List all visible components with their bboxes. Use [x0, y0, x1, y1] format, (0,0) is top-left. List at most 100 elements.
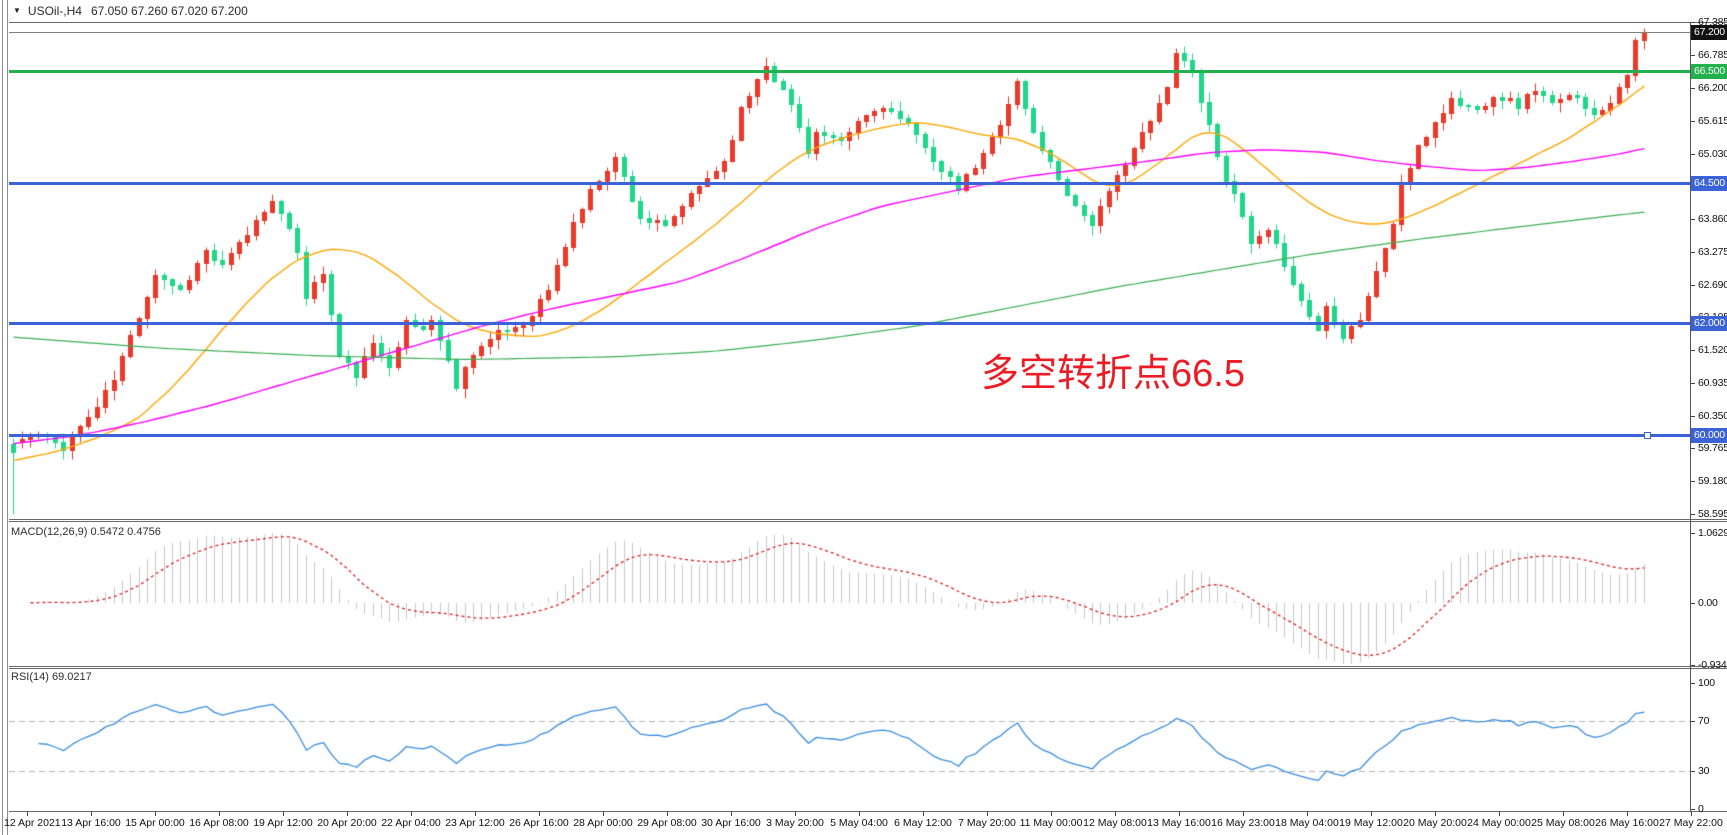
macd-1.0629-tick: [1691, 533, 1695, 534]
price-59.765-tick: [1691, 448, 1695, 449]
time-label: 6 May 12:00: [894, 817, 952, 829]
price-60.350-tick: [1691, 416, 1695, 417]
current-price-line: [9, 32, 1690, 33]
price-65.615-tick: [1691, 121, 1695, 122]
main-price-chart[interactable]: [9, 22, 1690, 519]
time-label: 3 May 20:00: [766, 817, 824, 829]
support-resistance-line-66.5[interactable]: [9, 70, 1690, 73]
price-66.785-tick: [1691, 55, 1695, 56]
window-left-border-inner: [7, 0, 8, 835]
time-label: 16 Apr 08:00: [189, 817, 249, 829]
time-label: 16 May 23:00: [1211, 817, 1275, 829]
price-58.595-tick: [1691, 514, 1695, 515]
time-label: 5 May 04:00: [830, 817, 888, 829]
time-label: 19 May 12:00: [1339, 817, 1403, 829]
panel-separator-1a[interactable]: [9, 519, 1727, 520]
time-tick: [1435, 811, 1436, 816]
price-63.860-tick: [1691, 219, 1695, 220]
price-60.935-label: 60.935: [1698, 377, 1727, 389]
time-label: 20 Apr 20:00: [317, 817, 377, 829]
time-label: 22 Apr 04:00: [381, 817, 441, 829]
time-label: 12 May 08:00: [1083, 817, 1147, 829]
price-63.275-tick: [1691, 252, 1695, 253]
price-60.935-tick: [1691, 383, 1695, 384]
time-tick: [1499, 811, 1500, 816]
time-tick: [731, 811, 732, 816]
price-59.180-label: 59.180: [1698, 475, 1727, 487]
time-tick: [1115, 811, 1116, 816]
time-tick: [1691, 811, 1692, 816]
main-panel-top-border: [9, 22, 1727, 23]
price-65.030-tick: [1691, 154, 1695, 155]
annotation-text[interactable]: 多空转折点66.5: [981, 353, 1245, 395]
time-tick: [283, 811, 284, 816]
time-tick: [1179, 811, 1180, 816]
rsi-indicator-chart[interactable]: [9, 670, 1690, 810]
rsi-0-tick: [1691, 809, 1695, 810]
price-axis-border: [1690, 22, 1691, 812]
panel-separator-2b[interactable]: [9, 668, 1727, 669]
price-62.690-tick: [1691, 285, 1695, 286]
time-tick: [91, 811, 92, 816]
macd-label: MACD(12,26,9) 0.5472 0.4756: [11, 526, 161, 538]
time-tick: [155, 811, 156, 816]
time-tick: [603, 811, 604, 816]
macd-indicator-chart[interactable]: [9, 523, 1690, 665]
price-65.030-label: 65.030: [1698, 148, 1727, 160]
time-label: 13 May 16:00: [1147, 817, 1211, 829]
macd--0.9347-tick: [1691, 665, 1695, 666]
ohlc-values: 67.050 67.260 67.020 67.200: [90, 4, 248, 18]
time-label: 25 May 08:00: [1531, 817, 1595, 829]
time-label: 26 Apr 16:00: [509, 817, 569, 829]
time-tick: [795, 811, 796, 816]
time-tick: [1243, 811, 1244, 816]
time-tick: [1307, 811, 1308, 816]
rsi-70-tick: [1691, 721, 1695, 722]
time-tick: [923, 811, 924, 816]
macd-0.00-label: 0.00: [1698, 597, 1718, 609]
price-61.520-tick: [1691, 350, 1695, 351]
time-label: 30 Apr 16:00: [701, 817, 761, 829]
line-selection-handle[interactable]: [1644, 432, 1651, 439]
time-label: 29 Apr 08:00: [637, 817, 697, 829]
price-66.200-label: 66.200: [1698, 82, 1727, 94]
support-resistance-line-60[interactable]: [9, 434, 1690, 437]
time-label: 12 Apr 2021: [4, 817, 61, 829]
time-tick: [1627, 811, 1628, 816]
level-price-tag-62.000: 62.000: [1691, 316, 1727, 331]
support-resistance-line-64.5[interactable]: [9, 182, 1690, 185]
time-tick: [411, 811, 412, 816]
price-60.350-label: 60.350: [1698, 410, 1727, 422]
chart-dropdown-icon[interactable]: ▼: [13, 6, 21, 15]
time-tick: [987, 811, 988, 816]
time-tick: [859, 811, 860, 816]
time-label: 23 Apr 12:00: [445, 817, 505, 829]
time-tick: [667, 811, 668, 816]
time-label: 28 Apr 00:00: [573, 817, 633, 829]
rsi-70-label: 70: [1698, 715, 1710, 727]
time-tick: [27, 811, 28, 816]
time-label: 19 Apr 12:00: [253, 817, 313, 829]
panel-separator-1b[interactable]: [9, 521, 1727, 522]
time-tick: [1371, 811, 1372, 816]
panel-separator-2a[interactable]: [9, 666, 1727, 667]
current-price-tag-67.200: 67.200: [1691, 25, 1727, 40]
time-label: 18 May 04:00: [1275, 817, 1339, 829]
rsi-0-label: 0: [1698, 803, 1704, 815]
macd--0.9347-label: -0.9347: [1698, 659, 1727, 671]
price-65.615-label: 65.615: [1698, 115, 1727, 127]
price-58.595-label: 58.595: [1698, 508, 1727, 520]
macd-0.00-tick: [1691, 603, 1695, 604]
price-61.520-label: 61.520: [1698, 344, 1727, 356]
price-63.860-label: 63.860: [1698, 213, 1727, 225]
price-59.180-tick: [1691, 481, 1695, 482]
time-tick: [475, 811, 476, 816]
time-label: 27 May 22:00: [1659, 817, 1723, 829]
time-label: 11 May 00:00: [1019, 817, 1083, 829]
symbol-period-label: USOil-,H4: [27, 4, 82, 18]
time-label: 26 May 16:00: [1595, 817, 1659, 829]
time-axis-border: [9, 811, 1727, 812]
support-resistance-line-62[interactable]: [9, 322, 1690, 325]
rsi-100-tick: [1691, 683, 1695, 684]
